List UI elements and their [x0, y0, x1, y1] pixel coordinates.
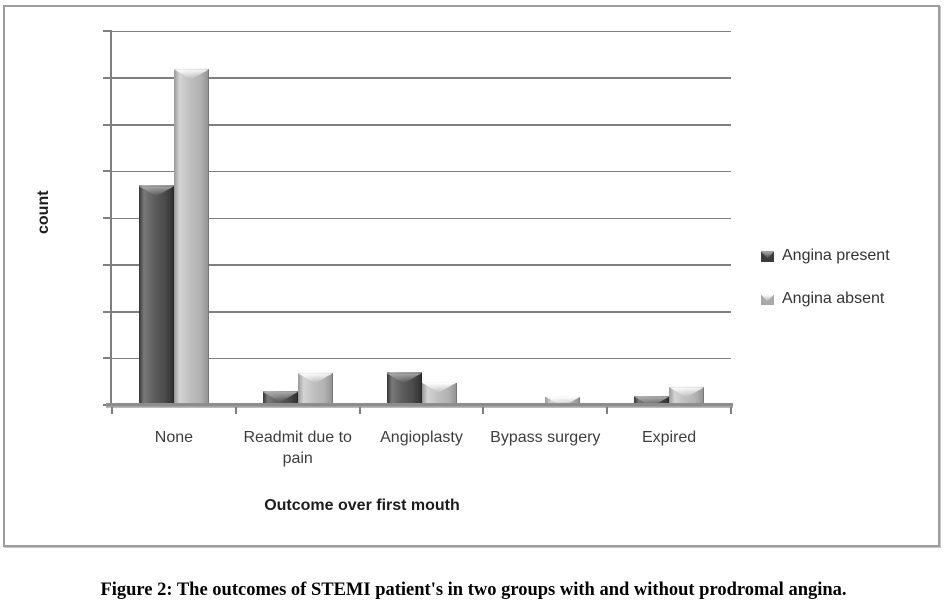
- x-axis-title: Outcome over first mouth: [264, 497, 460, 514]
- legend-swatch-dark-icon: [761, 250, 774, 262]
- y-axis-title: count: [35, 190, 52, 234]
- category-label: Readmit due to pain: [243, 429, 352, 467]
- bar-angina-present-none: [138, 185, 174, 405]
- y-axis-tick: [103, 170, 110, 173]
- y-axis-tick: [103, 310, 110, 313]
- gridline: [112, 311, 731, 313]
- y-axis-tick: [103, 263, 110, 266]
- bar-angina-present-expired: [634, 395, 670, 405]
- gridline: [112, 357, 731, 360]
- legend-label: Angina present: [782, 247, 890, 264]
- bar-angina-absent-angioplasty: [421, 381, 457, 405]
- bar-angina-absent-bypass-surgery: [545, 395, 581, 405]
- category-labels: None Readmit due to pain Angioplasty Bypass…: [112, 427, 731, 469]
- legend: Angina present Angina absent: [761, 247, 890, 308]
- gridline: [112, 170, 731, 173]
- gridline: [112, 124, 731, 126]
- chart-frame: count None Readmit due to pain Angioplasty…: [3, 5, 940, 547]
- x-axis-line: [106, 403, 733, 408]
- bar-angina-absent-none: [173, 68, 209, 405]
- x-axis-tick: [730, 407, 732, 414]
- plot-area: [103, 30, 733, 414]
- y-axis-tick: [103, 217, 110, 219]
- gridline: [112, 217, 731, 219]
- bar-angina-absent-expired: [669, 386, 705, 405]
- legend-item-angina-present: Angina present: [761, 247, 890, 265]
- x-axis-tick: [606, 407, 609, 414]
- legend-swatch-light-icon: [761, 293, 774, 305]
- category-label: Angioplasty: [380, 429, 463, 446]
- x-axis-tick: [234, 407, 237, 414]
- y-axis-line: [110, 30, 112, 406]
- y-axis-tick: [103, 357, 110, 360]
- bar-angina-absent-readmit-due-to-pain: [297, 372, 333, 405]
- bar-angina-present-readmit-due-to-pain: [262, 390, 298, 405]
- bar-angina-present-angioplasty: [386, 372, 422, 405]
- figure-caption: Figure 2: The outcomes of STEMI patient'…: [100, 580, 847, 600]
- legend-item-angina-absent: Angina absent: [761, 290, 890, 308]
- gridline: [112, 30, 731, 32]
- x-axis-tick: [482, 407, 485, 414]
- category-label: None: [154, 429, 194, 446]
- x-axis-tick: [358, 407, 361, 414]
- y-axis-tick: [103, 123, 110, 126]
- category-label: Bypass surgery: [490, 429, 601, 446]
- gridline: [112, 264, 731, 266]
- category-label: Expired: [641, 429, 697, 446]
- y-axis-tick: [103, 30, 110, 32]
- y-axis-tick: [103, 76, 110, 79]
- legend-label: Angina absent: [782, 290, 885, 307]
- gridline: [112, 77, 731, 79]
- x-axis-tick: [111, 407, 113, 414]
